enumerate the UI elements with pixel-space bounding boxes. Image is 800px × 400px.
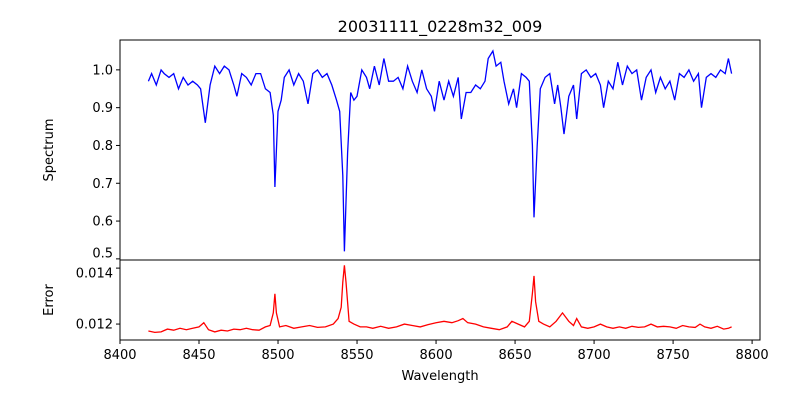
error-axes: 0.012 0.014 8400 8450 8500 8550 8600 8650 8700 87… — [76, 259, 769, 363]
axes-frame — [119, 259, 761, 341]
spectrum-axes: 0.5 0.6 0.7 0.8 0.9 1.0 — [92, 39, 761, 261]
y-tick-label: 0.8 — [92, 139, 113, 154]
y-tick-label: 0.6 — [92, 215, 113, 230]
x-tick-label: 8700 — [578, 348, 611, 363]
y-tick-label: 0.012 — [76, 318, 113, 333]
x-tick-label: 8550 — [340, 348, 373, 363]
chart-title: 20031111_0228m32_009 — [338, 17, 543, 37]
x-tick-label: 8750 — [657, 348, 690, 363]
y-tick-label: 0.014 — [76, 267, 113, 282]
x-tick-label: 8450 — [182, 348, 215, 363]
error-line — [148, 265, 732, 334]
axes-frame — [119, 39, 761, 261]
x-tick-label: 8500 — [261, 348, 294, 363]
spectrum-line — [147, 49, 733, 252]
x-tick-label: 8600 — [420, 348, 453, 363]
x-axis-label: Wavelength — [401, 369, 478, 384]
x-tick-label: 8800 — [736, 348, 769, 363]
error-ylabel: Error — [42, 284, 57, 316]
y-tick-label: 0.7 — [92, 177, 113, 192]
y-tick-label: 0.5 — [92, 246, 113, 261]
y-tick-label: 1.0 — [92, 63, 113, 78]
y-tick-label: 0.9 — [92, 101, 113, 116]
x-tick-label: 8400 — [103, 348, 136, 363]
x-tick-label: 8650 — [499, 348, 532, 363]
spectrum-ylabel: Spectrum — [42, 119, 57, 182]
